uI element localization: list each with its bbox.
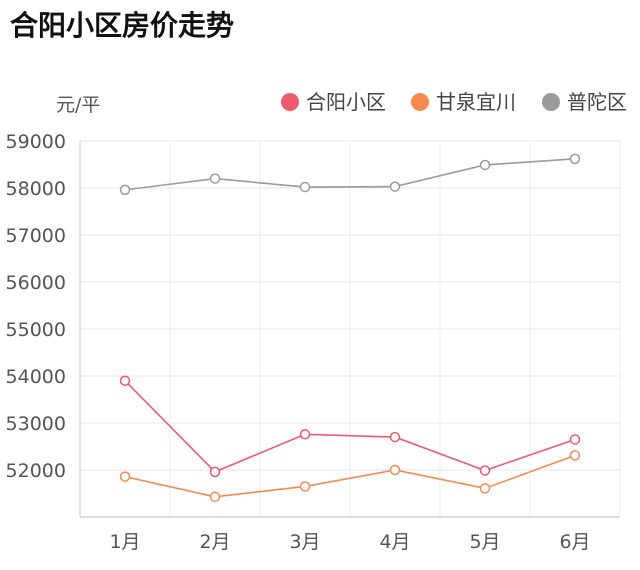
series-1 <box>119 450 581 503</box>
chart-title: 合阳小区房价走势 <box>10 9 235 42</box>
data-point[interactable] <box>569 450 581 461</box>
legend-item[interactable]: 甘泉宜川 <box>411 90 516 114</box>
data-point[interactable] <box>119 375 131 386</box>
data-point[interactable] <box>569 434 581 445</box>
legend-item[interactable]: 普陀区 <box>542 90 627 114</box>
y-tick-label: 56000 <box>6 272 66 294</box>
legend-marker <box>542 93 560 111</box>
y-tick-label: 55000 <box>6 319 66 341</box>
x-tick-label: 2月 <box>199 531 230 553</box>
x-tick-label: 1月 <box>109 531 140 553</box>
y-tick-label: 54000 <box>6 366 66 388</box>
series-line <box>124 454 576 498</box>
legend-label: 合阳小区 <box>306 90 386 114</box>
x-tick-label: 4月 <box>379 531 410 553</box>
data-point[interactable] <box>119 471 131 482</box>
data-point[interactable] <box>299 429 311 440</box>
series-0 <box>119 375 581 478</box>
legend-label: 甘泉宜川 <box>436 90 516 114</box>
data-point[interactable] <box>389 431 401 443</box>
data-point[interactable] <box>389 464 401 476</box>
data-point[interactable] <box>299 481 311 492</box>
data-point[interactable] <box>209 491 221 503</box>
data-point[interactable] <box>119 184 131 196</box>
series-line <box>124 158 576 191</box>
series-line <box>124 380 576 473</box>
series-2 <box>119 153 581 196</box>
data-point[interactable] <box>209 466 221 478</box>
series-layer <box>119 153 581 503</box>
axis-layer: 59000 58000 57000 56000 55000 54000 53000 52000… <box>6 94 620 553</box>
y-unit-label: 元/平 <box>56 94 100 116</box>
data-point[interactable] <box>209 173 221 184</box>
grid-layer <box>79 140 621 517</box>
x-tick-label: 3月 <box>289 531 320 553</box>
legend-marker <box>281 93 299 111</box>
legend[interactable]: 合阳小区 甘泉宜川 普陀区 <box>281 90 627 114</box>
data-point[interactable] <box>479 483 491 494</box>
data-point[interactable] <box>479 159 491 171</box>
x-tick-label: 6月 <box>559 531 590 553</box>
y-tick-label: 57000 <box>6 225 66 247</box>
data-point[interactable] <box>479 465 491 476</box>
data-point[interactable] <box>569 153 581 165</box>
data-point[interactable] <box>389 181 401 192</box>
legend-label: 普陀区 <box>567 90 627 114</box>
legend-item[interactable]: 合阳小区 <box>281 90 386 114</box>
x-tick-label: 5月 <box>469 531 500 553</box>
y-tick-label: 59000 <box>6 131 66 153</box>
y-tick-label: 52000 <box>6 460 66 482</box>
y-tick-label: 58000 <box>6 178 66 200</box>
legend-marker <box>411 93 429 111</box>
data-point[interactable] <box>299 181 311 193</box>
y-tick-label: 53000 <box>6 413 66 435</box>
